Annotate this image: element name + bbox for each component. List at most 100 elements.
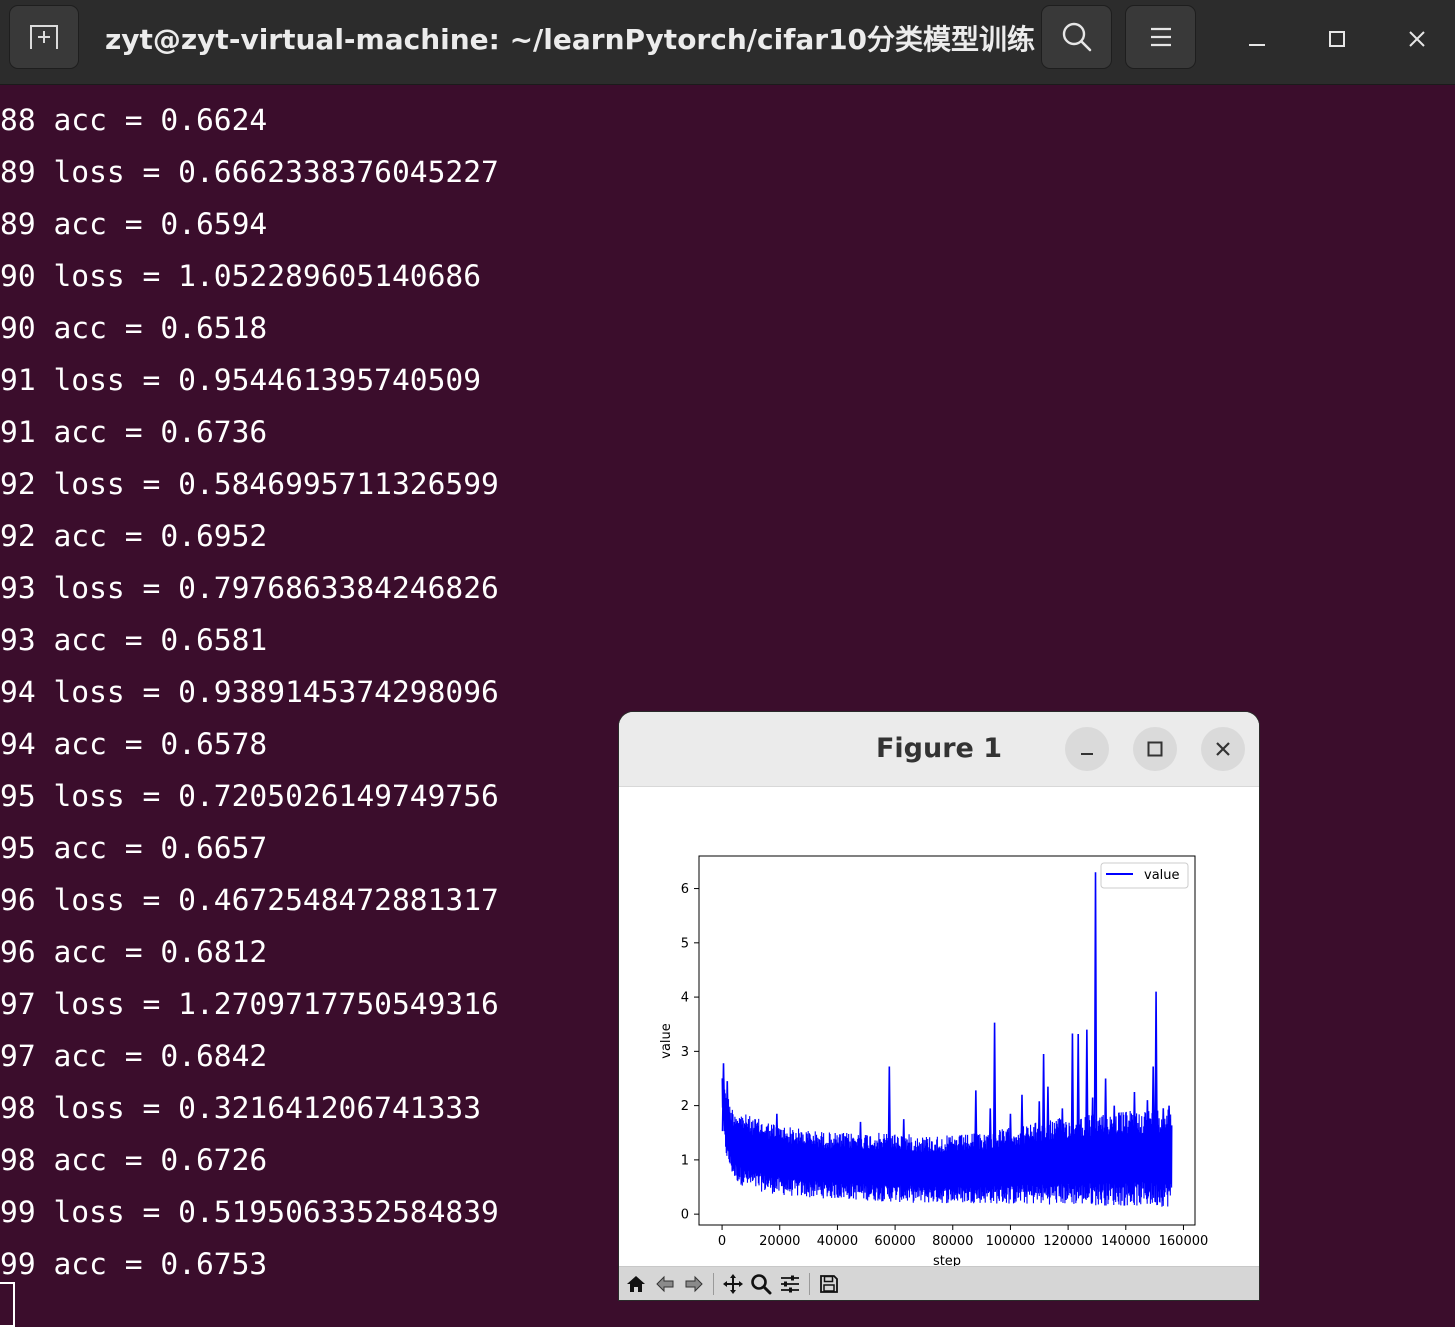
x-tick-label: 80000	[932, 1234, 973, 1249]
series-spike	[1161, 1108, 1166, 1150]
x-axis-label: step	[933, 1254, 961, 1266]
series-spike	[1090, 1097, 1095, 1155]
figure-window[interactable]: Figure 1 0 20000 40000 60000 80000 100000 1200…	[619, 712, 1259, 1300]
legend-label-value: value	[1144, 868, 1180, 883]
close-icon	[1409, 31, 1425, 47]
x-tick-label: 0	[718, 1234, 726, 1249]
figure-title: Figure 1	[875, 733, 1003, 764]
terminal-line: 99 acc = 0.6753	[0, 1247, 268, 1281]
series-spike	[1132, 1092, 1137, 1152]
terminal-line: 92 acc = 0.6952	[0, 519, 268, 553]
x-tick-label: 100000	[986, 1234, 1036, 1249]
minimize-button[interactable]	[1232, 14, 1282, 64]
new-tab-button[interactable]	[9, 5, 79, 69]
forward-button[interactable]	[681, 1271, 707, 1297]
close-icon	[1216, 742, 1230, 756]
series-spike	[901, 1119, 906, 1166]
series-spike	[887, 1066, 892, 1166]
terminal-line: 94 loss = 0.9389145374298096	[0, 675, 499, 709]
series-spike	[1041, 1054, 1046, 1159]
terminal-line: 95 acc = 0.6657	[0, 831, 268, 865]
zoom-icon	[751, 1274, 772, 1295]
terminal-cursor	[0, 1282, 15, 1327]
series-spike	[721, 1063, 726, 1132]
series-spike	[988, 1108, 993, 1165]
terminal-title: zyt@zyt-virtual-machine: ~/learnPytorch/…	[104, 23, 1036, 56]
series-spike	[858, 1121, 863, 1166]
y-tick-label: 6	[681, 882, 689, 897]
home-icon	[627, 1276, 645, 1292]
terminal-line: 93 loss = 0.7976863384246826	[0, 571, 499, 605]
x-tick-label: 20000	[759, 1234, 800, 1249]
close-button[interactable]	[1392, 14, 1442, 64]
home-button[interactable]	[623, 1271, 649, 1297]
maximize-icon	[1329, 31, 1345, 47]
terminal-line: 89 acc = 0.6594	[0, 207, 268, 241]
terminal-line: 90 loss = 1.052289605140686	[0, 259, 482, 293]
y-tick-label: 4	[681, 991, 689, 1006]
pan-button[interactable]	[720, 1271, 746, 1297]
series-spike	[992, 1022, 997, 1164]
back-icon	[656, 1275, 674, 1293]
minimize-icon	[1081, 753, 1093, 755]
series-spike	[1070, 1033, 1075, 1156]
maximize-icon	[1147, 741, 1163, 757]
x-tick-label: 160000	[1159, 1234, 1209, 1249]
save-button[interactable]	[816, 1271, 842, 1297]
terminal-line: 89 loss = 0.6662338376045227	[0, 155, 499, 189]
series-spike	[974, 1090, 978, 1166]
x-tick-label: 120000	[1043, 1234, 1093, 1249]
new-tab-icon	[30, 25, 58, 49]
forward-icon	[685, 1275, 703, 1293]
terminal-line: 91 acc = 0.6736	[0, 415, 268, 449]
terminal-line: 88 acc = 0.6624	[0, 103, 268, 137]
series-spike	[1020, 1094, 1024, 1161]
terminal-line: 90 acc = 0.6518	[0, 311, 268, 345]
figure-canvas[interactable]: 0 20000 40000 60000 80000 100000 120000 140000 1…	[619, 787, 1259, 1269]
terminal-line: 94 acc = 0.6578	[0, 727, 268, 761]
series-spike	[1167, 1105, 1171, 1150]
toolbar-separator	[713, 1273, 714, 1295]
figure-toolbar	[619, 1266, 1259, 1300]
series-spike	[1037, 1101, 1042, 1159]
save-icon	[820, 1275, 838, 1293]
terminal-line: 98 loss = 0.321641206741333	[0, 1091, 482, 1125]
terminal-line: 96 loss = 0.4672548472881317	[0, 883, 499, 917]
terminal-line: 92 loss = 0.5846995711326599	[0, 467, 499, 501]
y-tick-label: 3	[681, 1045, 689, 1060]
terminal-header-bar: zyt@zyt-virtual-machine: ~/learnPytorch/…	[0, 0, 1455, 85]
x-tick-label: 60000	[874, 1234, 915, 1249]
figure-header-bar: Figure 1	[619, 712, 1259, 787]
series-line-value	[721, 1078, 1173, 1207]
x-tick-label: 40000	[817, 1234, 858, 1249]
toolbar-separator	[809, 1273, 810, 1295]
series-spike	[725, 1081, 730, 1141]
figure-minimize-button[interactable]	[1065, 727, 1109, 771]
configure-subplots-button[interactable]	[777, 1271, 803, 1297]
search-button[interactable]	[1041, 5, 1112, 69]
series-spike	[1103, 1078, 1108, 1154]
terminal-line: 97 loss = 1.2709717750549316	[0, 987, 499, 1021]
x-tick-label: 140000	[1101, 1234, 1151, 1249]
series-spike	[1008, 1113, 1013, 1163]
terminal-line: 97 acc = 0.6842	[0, 1039, 268, 1073]
y-axis-label: value	[659, 1023, 674, 1059]
terminal-line: 96 acc = 0.6812	[0, 935, 268, 969]
series-spike	[1145, 1100, 1150, 1152]
figure-close-button[interactable]	[1201, 727, 1245, 771]
menu-button[interactable]	[1125, 5, 1196, 69]
maximize-button[interactable]	[1312, 14, 1362, 64]
terminal-line: 93 acc = 0.6581	[0, 623, 268, 657]
legend: value	[1100, 862, 1189, 889]
series-spike	[1154, 991, 1158, 1151]
series-spike	[1046, 1086, 1050, 1158]
back-button[interactable]	[652, 1271, 678, 1297]
series-spike	[1151, 1066, 1155, 1151]
terminal-line: 98 acc = 0.6726	[0, 1143, 268, 1177]
terminal-output[interactable]: 88 acc = 0.6624 89 loss = 0.666233837604…	[0, 84, 1455, 1327]
minimize-icon	[1249, 44, 1265, 46]
zoom-button[interactable]	[748, 1271, 774, 1297]
figure-maximize-button[interactable]	[1133, 727, 1177, 771]
y-tick-label: 0	[681, 1208, 689, 1223]
series-spike	[1060, 1108, 1065, 1157]
